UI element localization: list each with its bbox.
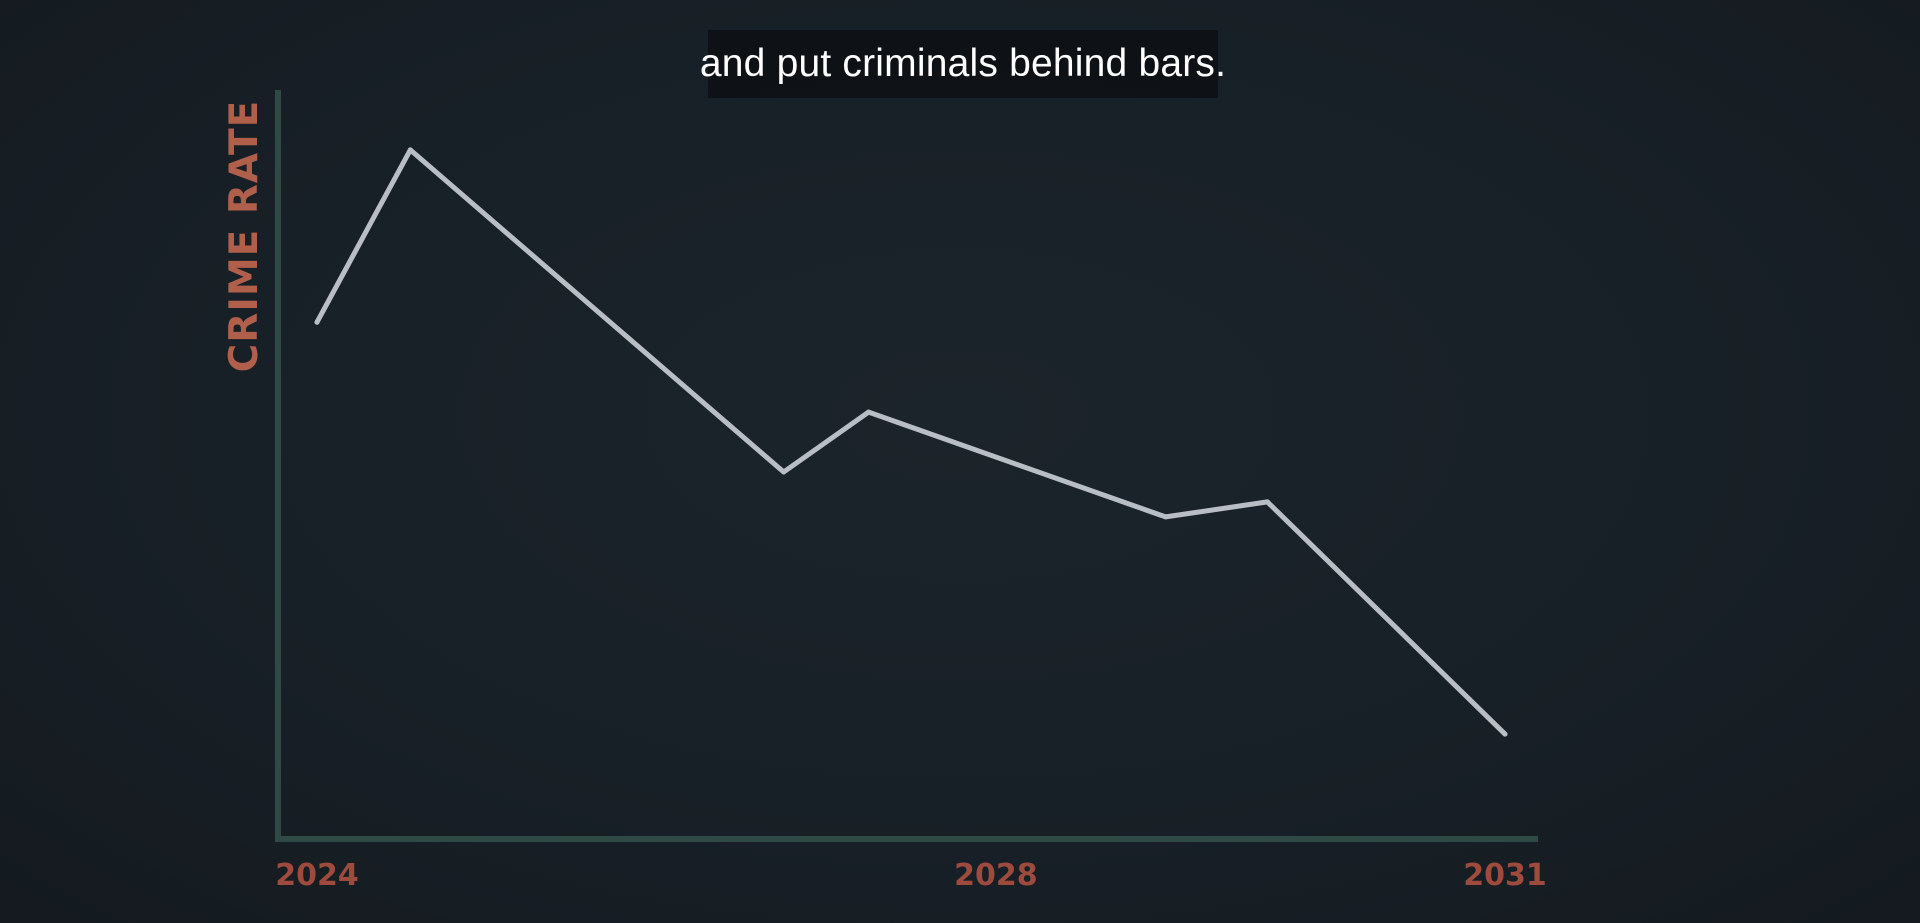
data-point: [1163, 514, 1169, 520]
caption-box: and put criminals behind bars.: [700, 30, 1226, 98]
x-tick-label: 2028: [954, 858, 1038, 893]
data-point: [866, 409, 872, 415]
series-line: [314, 147, 1508, 737]
data-point: [781, 469, 787, 475]
data-point: [314, 319, 320, 325]
y-axis-label: CRIME RATE: [222, 100, 267, 373]
data-point: [407, 147, 413, 153]
caption-text: and put criminals behind bars.: [699, 42, 1227, 85]
data-point: [1502, 731, 1508, 737]
data-point: [1264, 499, 1270, 505]
x-tick-label: 2031: [1463, 858, 1547, 893]
x-tick-label: 2024: [275, 858, 359, 893]
